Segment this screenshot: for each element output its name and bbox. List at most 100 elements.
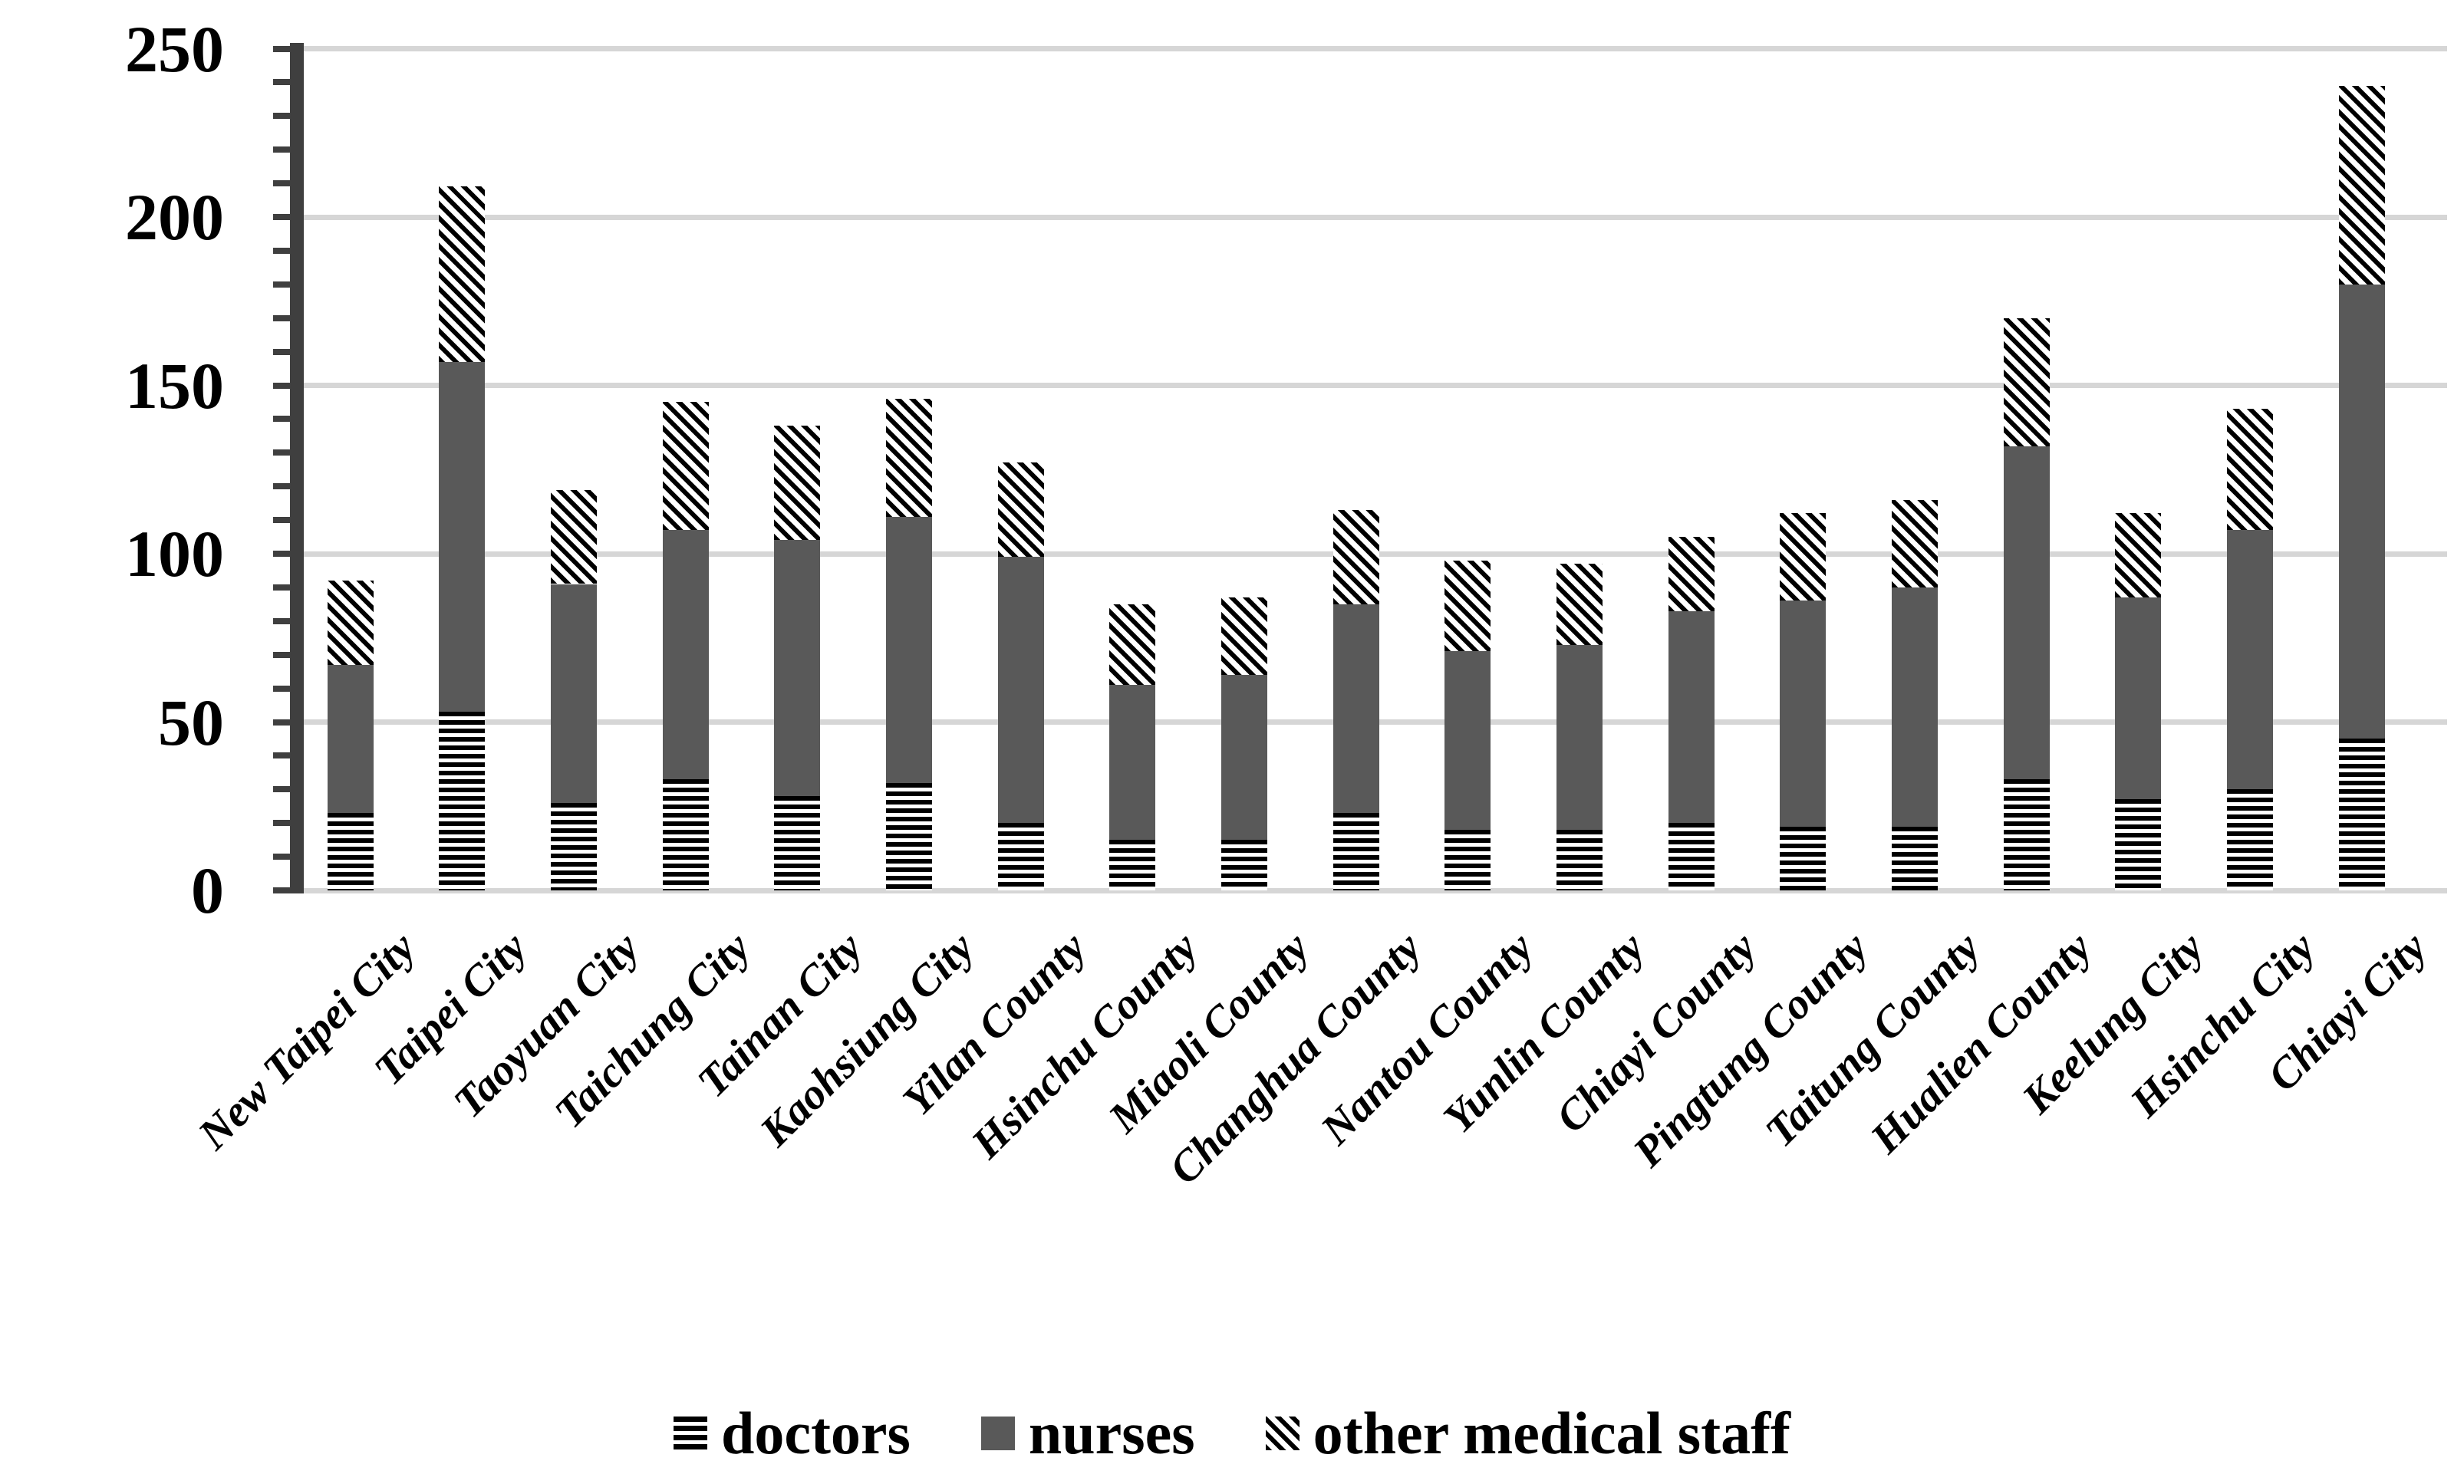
y-axis-tick-70	[273, 651, 290, 658]
y-axis-tick-250	[273, 45, 290, 52]
gridline-y-200	[304, 214, 2447, 220]
gridline-y-150	[304, 383, 2447, 388]
bar-doctors-Miaoli-County	[1220, 840, 1267, 890]
bar-doctors-Chiayi-County	[1668, 823, 1715, 890]
bar-nurses-New-Taipei-City	[327, 664, 374, 814]
y-tick-label-0: 0	[191, 854, 224, 927]
bar-doctors-New-Taipei-City	[327, 813, 374, 890]
y-axis-tick-230	[273, 113, 290, 120]
bar-nurses-Miaoli-County	[1220, 675, 1267, 841]
y-axis-tick-10	[273, 854, 290, 860]
bar-other-medical-staff-New-Taipei-City	[327, 581, 374, 665]
legend-label-other-medical-staff: other medical staff	[1313, 1400, 1791, 1466]
y-axis-tick-50	[273, 719, 290, 726]
y-axis-tick-150	[273, 382, 290, 389]
y-tick-label-250: 250	[125, 12, 224, 86]
bar-nurses-Changhua-County	[1332, 604, 1379, 814]
legend-item-nurses: nurses	[980, 1399, 1195, 1468]
y-axis-tick-40	[273, 752, 290, 759]
bar-doctors-Pingtung-County	[1780, 826, 1827, 890]
bar-nurses-Pingtung-County	[1780, 601, 1827, 827]
legend: doctors nurses other medical staff	[0, 1399, 2464, 1468]
bar-other-medical-staff-Yilan-County	[997, 462, 1044, 558]
bar-other-medical-staff-Chiayi-County	[1668, 537, 1715, 611]
bar-other-medical-staff-Hsinchu-City	[2227, 409, 2274, 531]
bar-doctors-Hualien-County	[2003, 779, 2050, 890]
y-axis-tick-120	[273, 483, 290, 490]
bar-nurses-Kaohsiung-City	[885, 516, 932, 783]
bar-doctors-Nantou-County	[1444, 829, 1491, 890]
bar-other-medical-staff-Chiayi-City	[2338, 85, 2385, 285]
nurses-solid-swatch-icon	[980, 1417, 1015, 1450]
bar-nurses-Yunlin-County	[1556, 644, 1603, 830]
y-axis-tick-90	[273, 584, 290, 591]
y-tick-label-100: 100	[125, 517, 224, 591]
gridline-y-0	[304, 887, 2447, 893]
bar-doctors-Yilan-County	[997, 823, 1044, 890]
bar-doctors-Kaohsiung-City	[885, 782, 932, 890]
bar-doctors-Chiayi-City	[2338, 739, 2385, 890]
bar-other-medical-staff-Yunlin-County	[1556, 564, 1603, 645]
bar-nurses-Hsinchu-County	[1109, 685, 1156, 841]
bar-doctors-Changhua-County	[1332, 813, 1379, 890]
y-axis-tick-240	[273, 79, 290, 86]
bar-doctors-Taichung-City	[662, 779, 709, 890]
y-axis-tick-210	[273, 180, 290, 187]
bar-doctors-Taoyuan-City	[550, 802, 597, 890]
bar-nurses-Taitung-County	[1892, 587, 1939, 827]
y-axis-tick-170	[273, 314, 290, 321]
gridline-y-250	[304, 46, 2447, 51]
bar-doctors-Hsinchu-County	[1109, 840, 1156, 890]
y-axis-tick-20	[273, 820, 290, 827]
bar-other-medical-staff-Miaoli-County	[1220, 597, 1267, 676]
y-axis-tick-180	[273, 281, 290, 288]
bar-nurses-Nantou-County	[1444, 651, 1491, 830]
legend-item-other-medical-staff: other medical staff	[1265, 1399, 1791, 1468]
legend-label-doctors: doctors	[720, 1400, 911, 1466]
legend-label-nurses: nurses	[1028, 1400, 1195, 1466]
bar-doctors-Tainan-City	[774, 796, 821, 890]
bar-nurses-Hsinchu-City	[2227, 530, 2274, 790]
bar-other-medical-staff-Pingtung-County	[1780, 513, 1827, 601]
y-axis-tick-160	[273, 348, 290, 355]
bar-nurses-Taipei-City	[439, 361, 486, 712]
legend-item-doctors: doctors	[673, 1399, 911, 1468]
y-axis-tick-130	[273, 449, 290, 456]
bar-other-medical-staff-Taichung-City	[662, 402, 709, 531]
y-tick-label-50: 50	[158, 685, 224, 759]
bar-nurses-Chiayi-City	[2338, 284, 2385, 739]
y-axis-tick-140	[273, 416, 290, 423]
bar-other-medical-staff-Hsinchu-County	[1109, 604, 1156, 686]
y-axis-tick-0	[273, 887, 290, 893]
y-axis-tick-110	[273, 517, 290, 524]
bar-nurses-Taoyuan-City	[550, 584, 597, 803]
bar-doctors-Taitung-County	[1892, 826, 1939, 890]
bar-other-medical-staff-Nantou-County	[1444, 560, 1491, 652]
bar-doctors-Taipei-City	[439, 712, 486, 890]
bar-other-medical-staff-Tainan-City	[774, 426, 821, 541]
y-axis-tick-80	[273, 617, 290, 624]
bar-doctors-Hsinchu-City	[2227, 789, 2274, 890]
bar-doctors-Yunlin-County	[1556, 829, 1603, 890]
bar-other-medical-staff-Taipei-City	[439, 186, 486, 362]
bar-nurses-Tainan-City	[774, 540, 821, 797]
bar-doctors-Keelung-City	[2115, 799, 2162, 890]
y-tick-label-150: 150	[125, 348, 224, 423]
bar-other-medical-staff-Hualien-County	[2003, 318, 2050, 446]
y-axis-line	[290, 43, 304, 893]
bar-nurses-Yilan-County	[997, 557, 1044, 824]
y-axis-tick-190	[273, 247, 290, 254]
y-axis-tick-200	[273, 214, 290, 220]
bar-nurses-Keelung-City	[2115, 597, 2162, 800]
bar-other-medical-staff-Keelung-City	[2115, 513, 2162, 598]
bar-other-medical-staff-Taitung-County	[1892, 499, 1939, 587]
y-axis-tick-100	[273, 551, 290, 557]
doctors-horizontal-stripes-swatch-icon	[673, 1417, 707, 1450]
y-axis-tick-30	[273, 786, 290, 793]
bar-nurses-Chiayi-County	[1668, 610, 1715, 824]
y-axis-tick-60	[273, 685, 290, 692]
bar-nurses-Hualien-County	[2003, 446, 2050, 780]
other-medical-staff-diagonal-stripes-swatch-icon	[1265, 1417, 1300, 1450]
bar-other-medical-staff-Kaohsiung-City	[885, 399, 932, 517]
